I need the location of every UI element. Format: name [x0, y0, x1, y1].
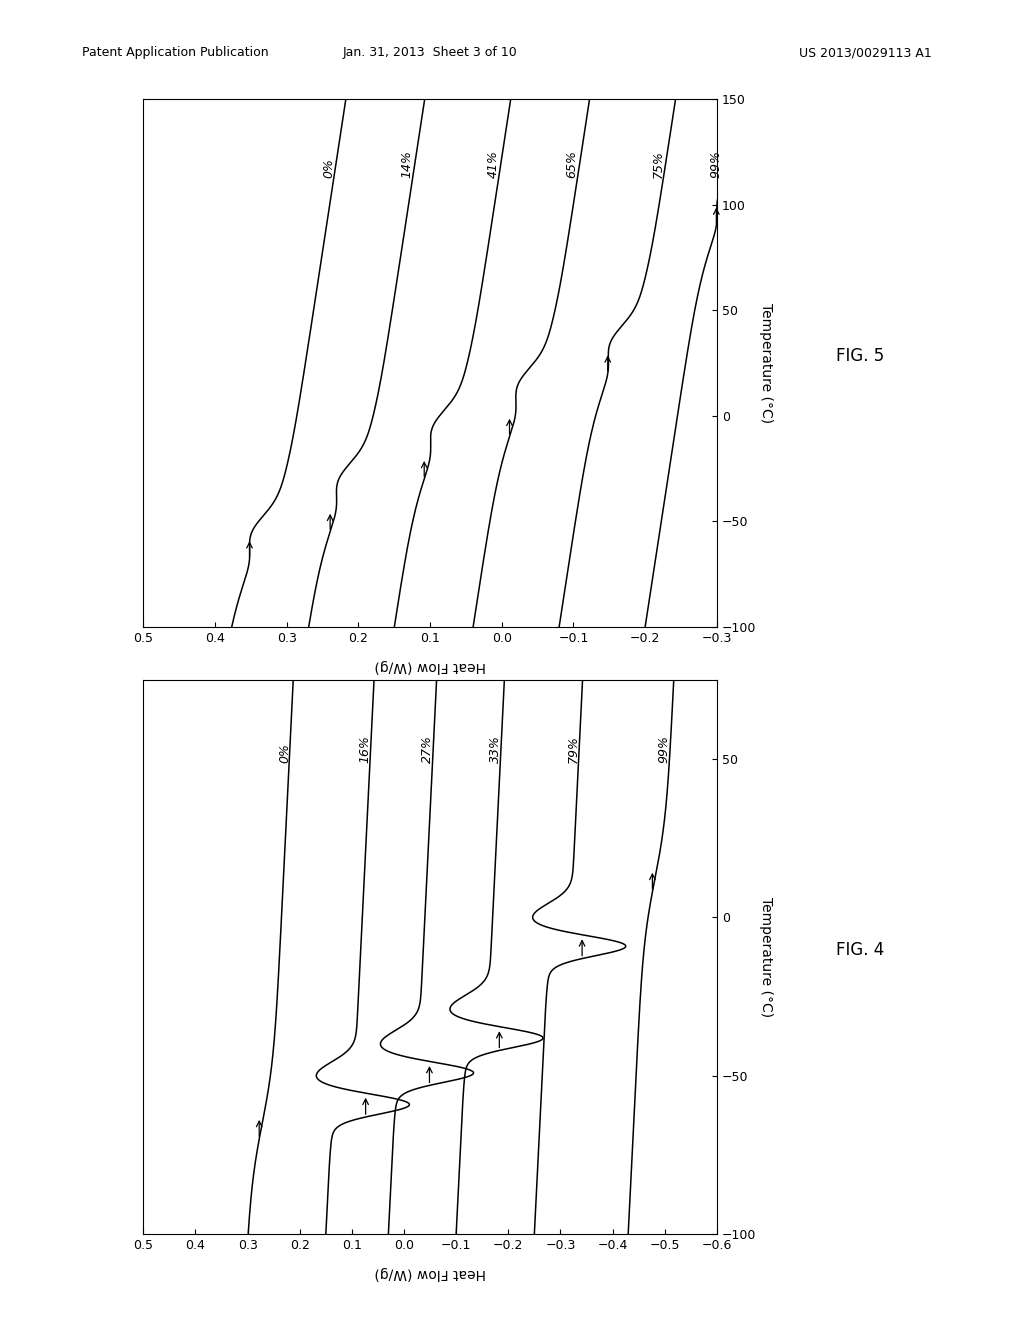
Text: 99%: 99% — [710, 150, 723, 178]
Text: 33%: 33% — [489, 735, 502, 763]
Y-axis label: Temperature (°C): Temperature (°C) — [759, 302, 773, 424]
Text: Patent Application Publication: Patent Application Publication — [82, 46, 268, 59]
X-axis label: Heat Flow (W/g): Heat Flow (W/g) — [374, 659, 486, 673]
Text: 41%: 41% — [486, 150, 500, 178]
Text: Jan. 31, 2013  Sheet 3 of 10: Jan. 31, 2013 Sheet 3 of 10 — [343, 46, 517, 59]
Text: FIG. 4: FIG. 4 — [836, 941, 885, 960]
Text: 14%: 14% — [400, 150, 414, 178]
Text: 75%: 75% — [651, 150, 665, 178]
Text: 79%: 79% — [567, 735, 581, 763]
Text: 27%: 27% — [421, 735, 434, 763]
Text: 0%: 0% — [278, 743, 291, 763]
Text: FIG. 5: FIG. 5 — [836, 347, 885, 366]
Text: US 2013/0029113 A1: US 2013/0029113 A1 — [799, 46, 932, 59]
Text: 16%: 16% — [358, 735, 372, 763]
Text: 65%: 65% — [565, 150, 579, 178]
Y-axis label: Temperature (°C): Temperature (°C) — [759, 896, 773, 1018]
X-axis label: Heat Flow (W/g): Heat Flow (W/g) — [374, 1266, 486, 1280]
Text: 99%: 99% — [657, 735, 671, 763]
Text: 0%: 0% — [322, 158, 335, 178]
